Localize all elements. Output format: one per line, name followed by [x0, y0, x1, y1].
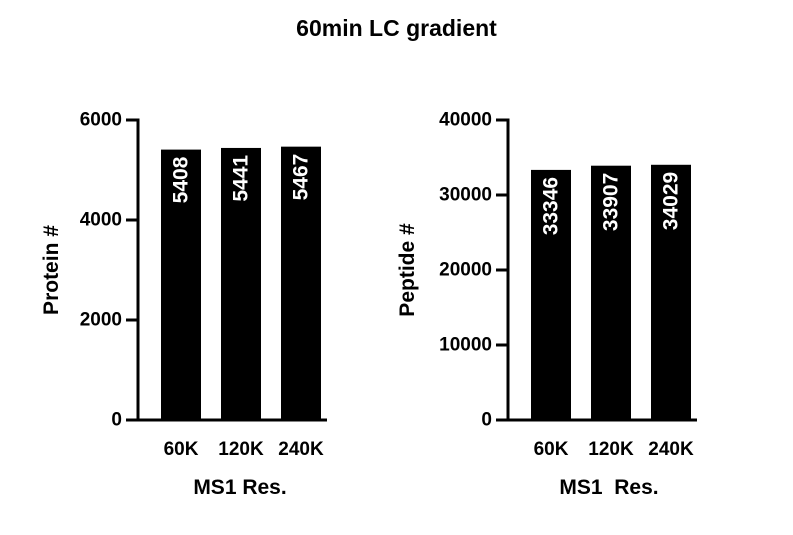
peptide-bar-value-label: 34029: [660, 172, 683, 230]
peptide-y-tick-label: 20000: [439, 260, 492, 281]
peptide-bar: [591, 165, 631, 420]
peptide-x-tick-label: 120K: [588, 439, 634, 460]
protein-chart-panel: 5408 5441 5467 0 2000 4000 6000 60K 120K 240K MS1 …: [40, 110, 327, 499]
peptide-x-axis-title: MS1 Res.: [559, 476, 658, 499]
protein-y-tick-label: 2000: [80, 310, 122, 331]
peptide-y-tick-label: 40000: [439, 110, 492, 131]
peptide-bar-value-label: 33907: [600, 173, 623, 231]
protein-bar: [221, 147, 261, 420]
protein-x-tick-label: 120K: [218, 439, 264, 460]
peptide-x-tick-label: 240K: [648, 439, 694, 460]
peptide-y-axis-title: Peptide #: [396, 223, 419, 317]
peptide-chart-panel: 33346 33907 34029 0 10000 20000 30000 40000 60K 1…: [396, 110, 697, 499]
protein-x-axis-title: MS1 Res.: [193, 476, 286, 499]
protein-y-tick-label: 0: [111, 410, 122, 431]
peptide-bar: [531, 169, 571, 420]
peptide-y-tick-label: 0: [481, 410, 492, 431]
protein-bar-value-label: 5441: [230, 155, 253, 202]
protein-x-tick-label: 60K: [164, 439, 199, 460]
protein-y-tick-label: 4000: [80, 210, 122, 231]
peptide-y-tick-label: 30000: [439, 185, 492, 206]
peptide-x-tick-label: 60K: [534, 439, 569, 460]
peptide-y-tick-label: 10000: [439, 335, 492, 356]
protein-bar: [281, 146, 321, 420]
protein-y-tick-label: 6000: [80, 110, 122, 131]
protein-x-tick-label: 240K: [278, 439, 324, 460]
protein-y-axis-title: Protein #: [40, 225, 63, 315]
peptide-bar: [651, 164, 691, 420]
figure-title: 60min LC gradient: [296, 15, 497, 41]
peptide-bar-value-label: 33346: [540, 177, 563, 235]
protein-bar: [161, 149, 201, 420]
protein-bar-value-label: 5408: [170, 156, 193, 203]
protein-bar-value-label: 5467: [290, 154, 313, 201]
